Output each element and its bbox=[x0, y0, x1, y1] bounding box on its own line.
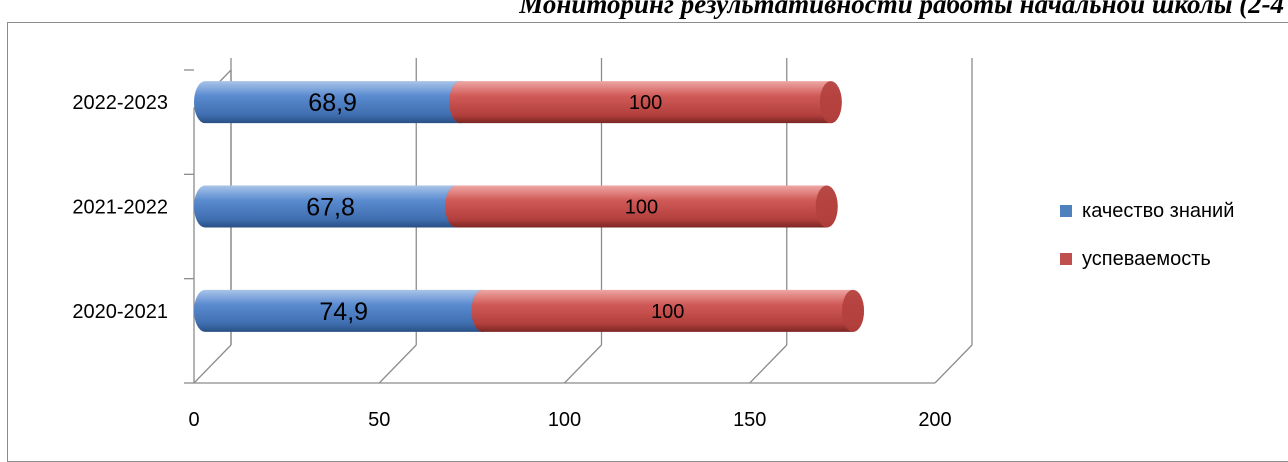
bar-успеваемость-2021-2022-end bbox=[815, 185, 838, 228]
bar-успеваемость-2020-2021-body bbox=[471, 289, 865, 332]
bar-качество-знаний-2020-2021-body bbox=[194, 289, 494, 332]
bar-успеваемость-2020-2021 bbox=[471, 289, 865, 332]
floor-line-150 bbox=[749, 344, 788, 384]
legend-swatch-0 bbox=[1060, 205, 1072, 217]
y-tick-label-2021-2022: 2021-2022 bbox=[72, 197, 168, 219]
legend-label-0: качество знаний bbox=[1082, 200, 1234, 222]
chart-title: Мониторинг результативности работы начал… bbox=[519, 0, 1288, 19]
data-label-0-2020-2021: 74,9 bbox=[319, 298, 368, 326]
x-tick-label-100: 100 bbox=[548, 409, 581, 431]
bar-успеваемость-2021-2022 bbox=[445, 185, 838, 228]
legend-swatch-1 bbox=[1060, 253, 1072, 265]
floor-line-50 bbox=[378, 344, 417, 384]
legend: качество знаний успеваемость bbox=[1060, 200, 1234, 270]
bar-успеваемость-2020-2021-end bbox=[842, 289, 865, 332]
data-label-0-2021-2022: 67,8 bbox=[306, 194, 355, 222]
data-label-1-2022-2023: 100 bbox=[629, 92, 662, 114]
floor-line-200 bbox=[934, 344, 973, 384]
axes: 0 50 100 150 200 2020-2021 2021-2022 2022-2023 bbox=[72, 69, 952, 431]
floor-line-0 bbox=[193, 344, 232, 384]
x-tick-label-150: 150 bbox=[733, 409, 766, 431]
x-tick-label-0: 0 bbox=[188, 409, 199, 431]
floor-line-100 bbox=[564, 344, 602, 384]
data-label-1-2020-2021: 100 bbox=[651, 301, 684, 323]
y-tick-label-2022-2023: 2022-2023 bbox=[72, 92, 168, 114]
bar-качество-знаний-2021-2022-body bbox=[194, 185, 468, 228]
data-label-1-2021-2022: 100 bbox=[625, 197, 658, 219]
bar-chart: 0 50 100 150 2002020-20212021-20222022-2023 … bbox=[72, 58, 1234, 431]
bar-успеваемость-2021-2022-body bbox=[445, 185, 838, 228]
legend-label-1: успеваемость bbox=[1082, 248, 1211, 270]
bar-успеваемость-2022-2023 bbox=[449, 81, 842, 124]
x-tick-label-200: 200 bbox=[918, 409, 951, 431]
y-tick-label-2020-2021: 2020-2021 bbox=[72, 301, 168, 323]
bar-успеваемость-2022-2023-end bbox=[819, 81, 842, 124]
bars: 74,9 100 67,8 100 68,9 100 bbox=[194, 81, 865, 332]
x-tick-label-50: 50 bbox=[368, 409, 390, 431]
data-label-0-2022-2023: 68,9 bbox=[308, 89, 357, 117]
bar-качество-знаний-2022-2023-body bbox=[194, 81, 472, 124]
bar-успеваемость-2022-2023-body bbox=[449, 81, 842, 124]
